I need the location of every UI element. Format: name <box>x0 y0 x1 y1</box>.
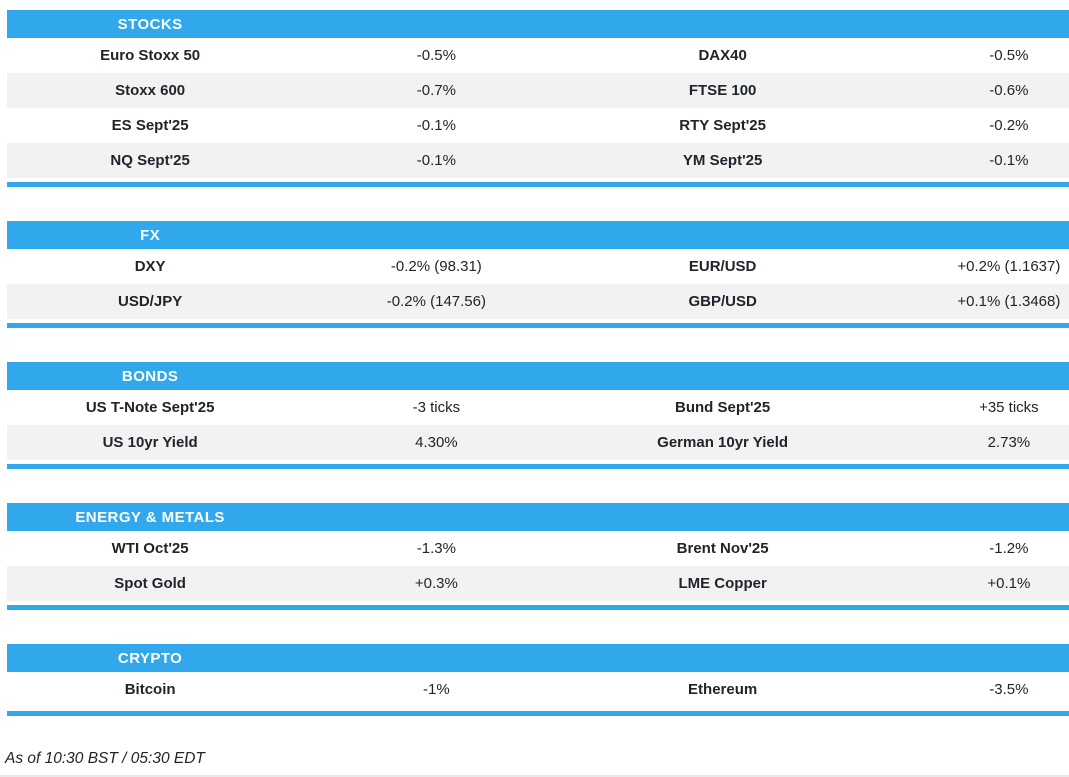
table-row: Stoxx 600 -0.7% FTSE 100 -0.6% <box>7 73 1069 108</box>
section-title: STOCKS <box>117 15 183 33</box>
instrument-label: Spot Gold <box>114 575 186 592</box>
section-title: FX <box>140 226 161 244</box>
instrument-label: US T-Note Sept'25 <box>85 399 215 416</box>
section-spacer <box>7 601 1069 605</box>
instrument-label: Bitcoin <box>124 681 176 698</box>
instrument-label: RTY Sept'25 <box>679 117 766 134</box>
instrument-value: +0.3% <box>414 575 458 592</box>
instrument-label: EUR/USD <box>688 258 757 275</box>
table-row: Spot Gold +0.3% LME Copper +0.1% <box>7 566 1069 601</box>
section-header: CRYPTO <box>7 644 1069 672</box>
instrument-label: Ethereum <box>688 681 758 698</box>
table-row: WTI Oct'25 -1.3% Brent Nov'25 -1.2% <box>7 531 1069 566</box>
instrument-value: 4.30% <box>415 434 458 451</box>
instrument-label: WTI Oct'25 <box>111 540 189 557</box>
table-row: NQ Sept'25 -0.1% YM Sept'25 -0.1% <box>7 143 1069 178</box>
instrument-label: LME Copper <box>678 575 767 592</box>
section-underline <box>7 711 1069 716</box>
instrument-value: -0.6% <box>989 82 1029 99</box>
instrument-value: +0.1% (1.3468) <box>957 293 1061 310</box>
section-underline <box>7 464 1069 469</box>
instrument-value: +0.1% <box>987 575 1031 592</box>
instrument-value: -1% <box>423 681 450 698</box>
instrument-value: +0.2% (1.1637) <box>957 258 1061 275</box>
instrument-value: -0.2% (98.31) <box>390 258 482 275</box>
instrument-label: ES Sept'25 <box>111 117 189 134</box>
instrument-value: -0.5% <box>989 47 1029 64</box>
section-spacer <box>7 319 1069 323</box>
section-title: BONDS <box>121 367 179 385</box>
instrument-value: -3 ticks <box>412 399 461 416</box>
instrument-label: DXY <box>134 258 166 275</box>
instrument-value: -0.2% (147.56) <box>386 293 486 310</box>
section-header: FX <box>7 221 1069 249</box>
instrument-value: -0.7% <box>416 82 456 99</box>
section-crypto: CRYPTO Bitcoin -1% Ethereum -3.5% <box>7 644 1069 716</box>
table-row: ES Sept'25 -0.1% RTY Sept'25 -0.2% <box>7 108 1069 143</box>
instrument-value: -0.2% <box>989 117 1029 134</box>
section-spacer <box>7 460 1069 464</box>
table-row: Bitcoin -1% Ethereum -3.5% <box>7 672 1069 707</box>
instrument-label: FTSE 100 <box>688 82 757 99</box>
instrument-label: Stoxx 600 <box>115 82 186 99</box>
table-row: DXY -0.2% (98.31) EUR/USD +0.2% (1.1637) <box>7 249 1069 284</box>
instrument-label: YM Sept'25 <box>682 152 763 169</box>
section-bonds: BONDS US T-Note Sept'25 -3 ticks Bund Se… <box>7 362 1069 469</box>
timestamp-note: As of 10:30 BST / 05:30 EDT <box>5 750 205 767</box>
instrument-label: Bund Sept'25 <box>675 399 771 416</box>
section-title: CRYPTO <box>117 649 183 667</box>
section-underline <box>7 182 1069 187</box>
instrument-value: 2.73% <box>987 434 1031 451</box>
instrument-label: NQ Sept'25 <box>110 152 190 169</box>
section-stocks: STOCKS Euro Stoxx 50 -0.5% DAX40 -0.5% S… <box>7 10 1069 187</box>
bottom-divider <box>0 775 1069 777</box>
section-spacer <box>7 178 1069 182</box>
table-row: US 10yr Yield 4.30% German 10yr Yield 2.… <box>7 425 1069 460</box>
instrument-value: -1.3% <box>416 540 456 557</box>
instrument-value: -0.1% <box>416 117 456 134</box>
instrument-value: -1.2% <box>989 540 1029 557</box>
instrument-label: Brent Nov'25 <box>676 540 769 557</box>
instrument-label: Euro Stoxx 50 <box>100 47 201 64</box>
instrument-value: -0.5% <box>416 47 456 64</box>
table-row: Euro Stoxx 50 -0.5% DAX40 -0.5% <box>7 38 1069 73</box>
section-spacer <box>7 707 1069 711</box>
section-header: ENERGY & METALS <box>7 503 1069 531</box>
instrument-value: -0.1% <box>416 152 456 169</box>
section-underline <box>7 323 1069 328</box>
market-wrap-table: STOCKS Euro Stoxx 50 -0.5% DAX40 -0.5% S… <box>7 10 1069 716</box>
section-title: ENERGY & METALS <box>75 508 225 526</box>
section-fx: FX DXY -0.2% (98.31) EUR/USD +0.2% (1.16… <box>7 221 1069 328</box>
table-row: US T-Note Sept'25 -3 ticks Bund Sept'25 … <box>7 390 1069 425</box>
instrument-label: GBP/USD <box>688 293 757 310</box>
instrument-label: German 10yr Yield <box>657 434 789 451</box>
section-energy-metals: ENERGY & METALS WTI Oct'25 -1.3% Brent N… <box>7 503 1069 610</box>
instrument-value: -0.1% <box>989 152 1029 169</box>
section-header: STOCKS <box>7 10 1069 38</box>
table-row: USD/JPY -0.2% (147.56) GBP/USD +0.1% (1.… <box>7 284 1069 319</box>
instrument-value: +35 ticks <box>979 399 1039 416</box>
section-header: BONDS <box>7 362 1069 390</box>
instrument-value: -3.5% <box>989 681 1029 698</box>
instrument-label: USD/JPY <box>118 293 183 310</box>
section-underline <box>7 605 1069 610</box>
instrument-label: DAX40 <box>698 47 747 64</box>
instrument-label: US 10yr Yield <box>102 434 198 451</box>
